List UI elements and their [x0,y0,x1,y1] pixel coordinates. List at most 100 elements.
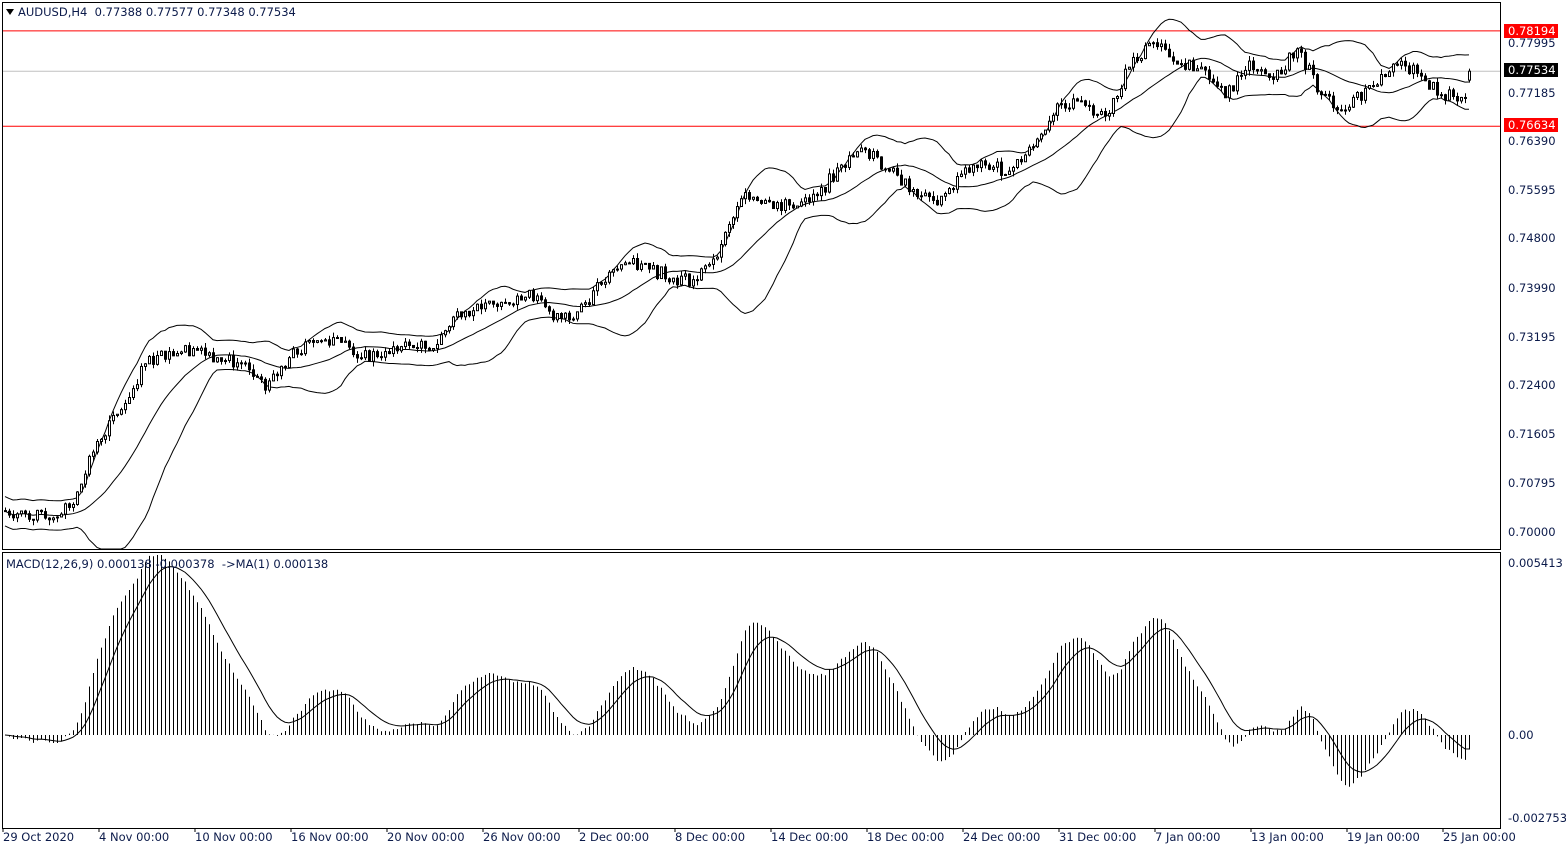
bear-candle [196,348,199,351]
bull-candle [736,206,739,219]
bull-candle [60,513,63,518]
bull-candle [644,262,647,265]
bear-candle [540,295,543,301]
bull-candle [1196,68,1199,72]
bull-candle [92,451,95,457]
bear-candle [760,200,763,204]
bull-candle [1284,69,1287,75]
bull-candle [1016,159,1019,168]
bull-candle [764,199,767,204]
bull-candle [960,173,963,178]
bear-candle [908,178,911,193]
bull-candle [76,491,79,505]
bull-candle [940,195,943,206]
bear-candle [656,265,659,280]
time-axis-label: 25 Jan 00:00 [1443,830,1516,844]
bull-candle [228,354,231,362]
bull-candle [1052,114,1055,122]
bull-candle [972,164,975,173]
bull-candle [112,414,115,422]
bear-candle [788,199,791,206]
current-price-tag: 0.77534 [1504,63,1558,77]
time-axis-label: 4 Nov 00:00 [99,830,170,844]
bull-candle [956,176,959,190]
bear-candle [748,192,751,200]
bull-candle [624,262,627,266]
bear-candle [340,337,343,343]
price-axis-label: 0.73990 [1508,280,1556,295]
bear-candle [252,369,255,377]
bull-candle [1308,64,1311,70]
bull-candle [784,199,787,211]
bull-candle [660,266,663,280]
bull-candle [500,301,503,307]
bear-candle [636,257,639,270]
bull-candle [136,384,139,390]
bull-candle [1188,59,1191,70]
bear-candle [648,262,651,270]
bull-candle [156,355,159,365]
bollinger-lower [4,76,1470,550]
bull-candle [400,346,403,352]
bear-candle [480,303,483,310]
bull-candle [848,155,851,168]
bear-candle [504,301,507,304]
price-chart-pane[interactable] [2,2,1501,550]
bull-candle [1012,166,1015,172]
bull-candle [720,244,723,258]
bear-candle [1360,91,1363,101]
bull-candle [132,388,135,399]
bull-candle [840,164,843,169]
bull-candle [268,380,271,391]
bear-candle [1300,48,1303,53]
bull-candle [1040,133,1043,140]
time-axis-label: 2 Dec 00:00 [579,830,650,844]
bear-candle [968,167,971,173]
bull-candle [128,397,131,404]
bear-candle [1436,81,1439,96]
bull-candle [1024,154,1027,163]
bear-candle [1136,56,1139,62]
bull-candle [1344,109,1347,112]
bull-candle [1120,88,1123,98]
bear-candle [1408,65,1411,75]
bull-candle [392,346,395,355]
bull-candle [16,513,19,519]
price-axis-label: 0.76390 [1508,134,1556,149]
bull-candle [692,279,695,287]
bear-candle [1156,42,1159,48]
bull-candle [420,340,423,349]
bear-candle [932,196,935,201]
bull-candle [684,273,687,277]
bull-candle [84,473,87,485]
bear-candle [1104,110,1107,117]
bull-candle [1096,113,1099,116]
time-axis-label: 24 Dec 00:00 [963,830,1041,844]
bull-candle [1060,103,1063,106]
bear-candle [416,347,419,350]
dropdown-triangle-icon[interactable] [6,9,14,15]
bear-candle [1076,98,1079,102]
bull-candle [1468,70,1471,81]
bear-candle [988,164,991,170]
macd-pane[interactable] [2,552,1501,829]
bear-candle [28,513,31,520]
bear-candle [368,350,371,362]
bull-candle [1260,69,1263,72]
bull-candle [72,503,75,508]
bear-candle [1332,95,1335,109]
bull-candle [108,420,111,437]
bull-candle [1200,66,1203,70]
bull-candle [980,160,983,169]
bull-candle [436,343,439,350]
bear-candle [508,302,511,305]
bull-candle [620,264,623,270]
bear-candle [868,149,871,159]
bear-candle [1224,86,1227,99]
bull-candle [564,312,567,319]
price-axis-label: 0.77995 [1508,36,1556,51]
bull-candle [992,166,995,170]
bull-candle [452,316,455,328]
bear-candle [568,312,571,321]
bull-candle [52,517,55,521]
